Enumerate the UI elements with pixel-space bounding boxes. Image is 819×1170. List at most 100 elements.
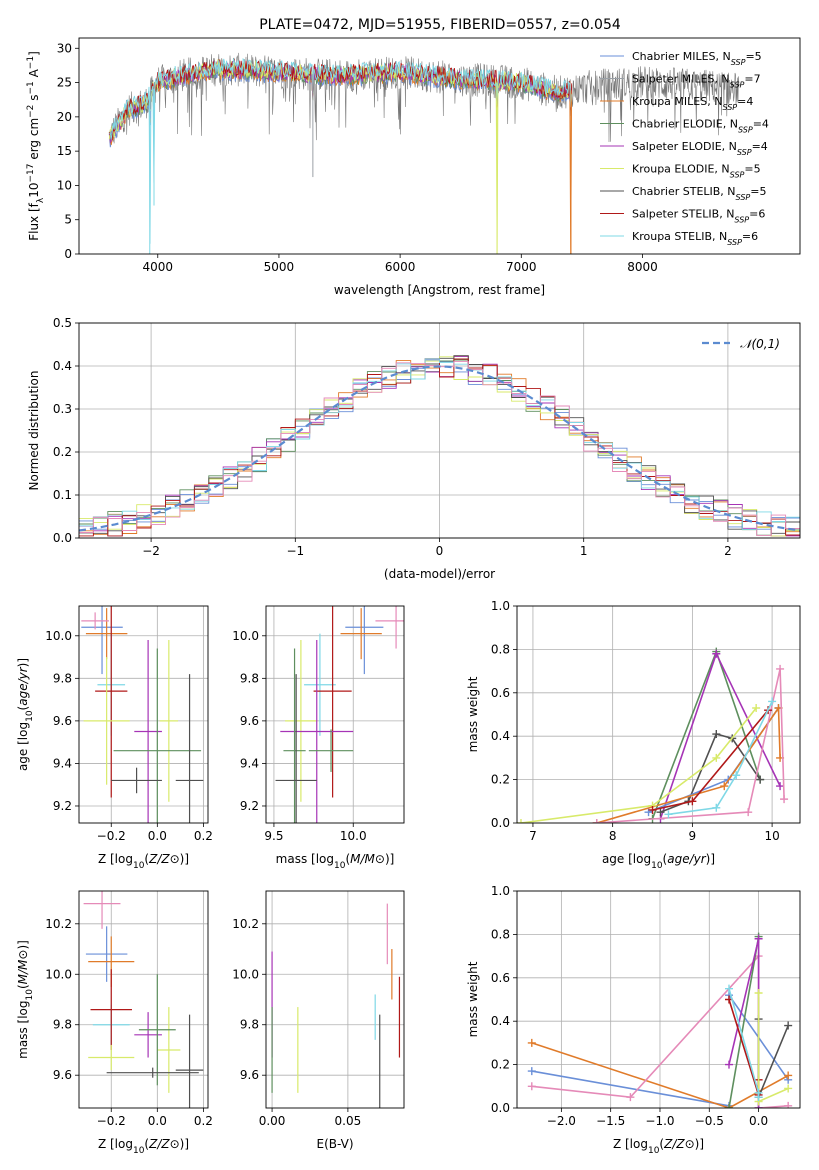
y-tick-label: 0.4 <box>491 729 510 743</box>
legend-label-part: SSP <box>731 58 746 67</box>
x-axis-label: wavelength [Angstrom, rest frame] <box>334 283 545 297</box>
x-tick-label: −0.5 <box>695 1114 724 1128</box>
legend-label: Kroupa ELODIE, NSSP=5 <box>632 163 761 180</box>
axis-label-part: Z/Z⊙ <box>663 1137 695 1151</box>
axis-label: Z [log10(Z/Z⊙)] <box>98 852 189 871</box>
spectrum-panel: 4000 5000 6000 7000 8000 0 5 10 15 20 25 30 Chabrier… <box>26 37 801 297</box>
legend-label-part: Kroupa STELIB, N <box>632 230 727 243</box>
legend-label-part: SSP <box>722 103 737 112</box>
y-tick-label: 9.4 <box>240 756 259 770</box>
mass-weight-series-line <box>531 1042 789 1108</box>
axis-label-part: )] <box>706 852 715 866</box>
mass-weight-marker <box>756 775 765 784</box>
mass-weight-series-line <box>668 701 773 816</box>
x-tick-label: 0.2 <box>194 1114 213 1128</box>
axes-frame <box>265 605 405 824</box>
mass-weight-marker <box>754 934 763 943</box>
mass-weight-marker <box>527 1038 536 1047</box>
axis-label-part: −2 <box>26 105 36 118</box>
x-tick-label: −2 <box>142 544 160 558</box>
mass-weight-marker <box>656 808 665 817</box>
y-tick-label: 10.2 <box>232 917 259 931</box>
axis-label-part: Z [log <box>613 1137 648 1151</box>
x-tick-label: 10.0 <box>340 829 367 843</box>
mass-weight-series-line <box>596 668 785 823</box>
x-tick-label: −0.2 <box>97 829 126 843</box>
axis-label: Z [log10(Z/Z⊙)] <box>613 1137 704 1156</box>
mass-weight-marker <box>517 819 525 823</box>
axis-label-part: Z/Z⊙ <box>148 852 180 866</box>
y-tick-label: 0.4 <box>53 359 72 373</box>
mass-weight-marker <box>754 1093 763 1102</box>
axes-frame <box>265 890 405 1109</box>
axis-label-part: 10 <box>25 989 35 1001</box>
figure-title: PLATE=0472, MJD=51955, FIBERID=0557, z=0… <box>259 17 621 33</box>
axis-label-part: 10 <box>25 710 35 722</box>
axis-label-part: age/yr <box>667 852 706 866</box>
axis-label: Flux [fλ10−17 erg cm−2 s−1 A−1] <box>26 51 46 241</box>
y-axis-label: mass weight <box>466 961 480 1037</box>
x-tick-label: 4000 <box>142 260 173 274</box>
axis-label-part: Z/Z⊙ <box>148 1137 180 1151</box>
y-tick-label: 9.8 <box>240 1018 259 1032</box>
plot-area <box>271 903 401 1108</box>
x-tick-label: 0.00 <box>259 1114 286 1128</box>
legend-label-part: Salpeter MILES, N <box>632 73 730 86</box>
mass-weight-marker <box>776 782 785 791</box>
y-tick-label: 9.6 <box>53 714 72 728</box>
axis-label: mass [log10(M/M⊙)] <box>276 852 395 871</box>
y-tick-label: 9.2 <box>53 799 72 813</box>
y-tick-label: 10.2 <box>45 917 72 931</box>
mass-weight-marker <box>768 697 777 706</box>
axes-frame <box>78 605 209 824</box>
mass-weight-marker <box>664 810 673 819</box>
y-tick-label: 0.3 <box>53 402 72 416</box>
y-tick-label: 9.6 <box>53 1068 72 1082</box>
y-tick-label: 9.8 <box>53 671 72 685</box>
y-tick-label: 15 <box>57 144 72 158</box>
legend-label-part: Chabrier STELIB, N <box>632 185 736 198</box>
mass-weight-marker <box>712 753 721 762</box>
mass-weight-marker <box>725 1060 734 1069</box>
legend-label-part: =4 <box>753 118 769 131</box>
y-tick-label: 10 <box>57 178 72 192</box>
x-tick-label: −1.5 <box>596 1114 625 1128</box>
legend-label: Chabrier STELIB, NSSP=5 <box>632 185 766 202</box>
legend-label-part: Kroupa MILES, N <box>632 95 722 108</box>
y-tick-label: 0.6 <box>491 971 510 985</box>
x-tick-label: 8 <box>609 829 617 843</box>
mass-weight-marker <box>732 771 741 780</box>
y-tick-label: 9.6 <box>240 1068 259 1082</box>
y-tick-label: 10.0 <box>45 967 72 981</box>
legend-label-part: =5 <box>744 163 760 176</box>
legend-label-part: SSP <box>738 125 753 134</box>
y-tick-label: 9.8 <box>240 671 259 685</box>
y-tick-label: 0.2 <box>491 1058 510 1072</box>
age-vs-metallicity-panel: −0.2 0.0 0.29.29.49.69.810.0Z [log10(Z/Z⊙)… <box>16 605 213 871</box>
x-tick-label: 6000 <box>385 260 416 274</box>
axis-label-part: )] <box>180 852 189 866</box>
y-tick-label: 10.0 <box>45 629 72 643</box>
mass-weight-marker <box>754 988 763 997</box>
mass-weight-marker <box>648 805 657 814</box>
axis-label-part: 10 <box>648 1146 660 1156</box>
spectrum-model-line <box>108 59 573 254</box>
y-tick-label: 20 <box>57 110 72 124</box>
y-tick-label: 0.0 <box>491 1101 510 1115</box>
histogram-step-line <box>79 358 800 530</box>
mass-weight-marker <box>784 1084 793 1093</box>
axis-label-part: mass [log <box>16 1000 30 1058</box>
x-axis-label: (data-model)/error <box>384 567 495 581</box>
legend-label-part: SSP <box>730 170 745 179</box>
age-vs-mass-panel: 9.5 10.0 9.2 9.4 9.6 9.8 10.0 mass [log10(M/M⊙)… <box>232 605 405 871</box>
y-tick-label: 1.0 <box>491 884 510 898</box>
mass-weight-series-line <box>596 705 781 823</box>
y-tick-label: 0.4 <box>491 1014 510 1028</box>
axes-frame <box>78 37 801 255</box>
mass-weight-marker <box>784 1021 793 1030</box>
axis-label-part: )] <box>695 1137 704 1151</box>
x-tick-label: −1 <box>286 544 304 558</box>
y-tick-label: 9.4 <box>53 756 72 770</box>
legend-label-part: =6 <box>742 230 758 243</box>
plot-area <box>275 606 404 823</box>
